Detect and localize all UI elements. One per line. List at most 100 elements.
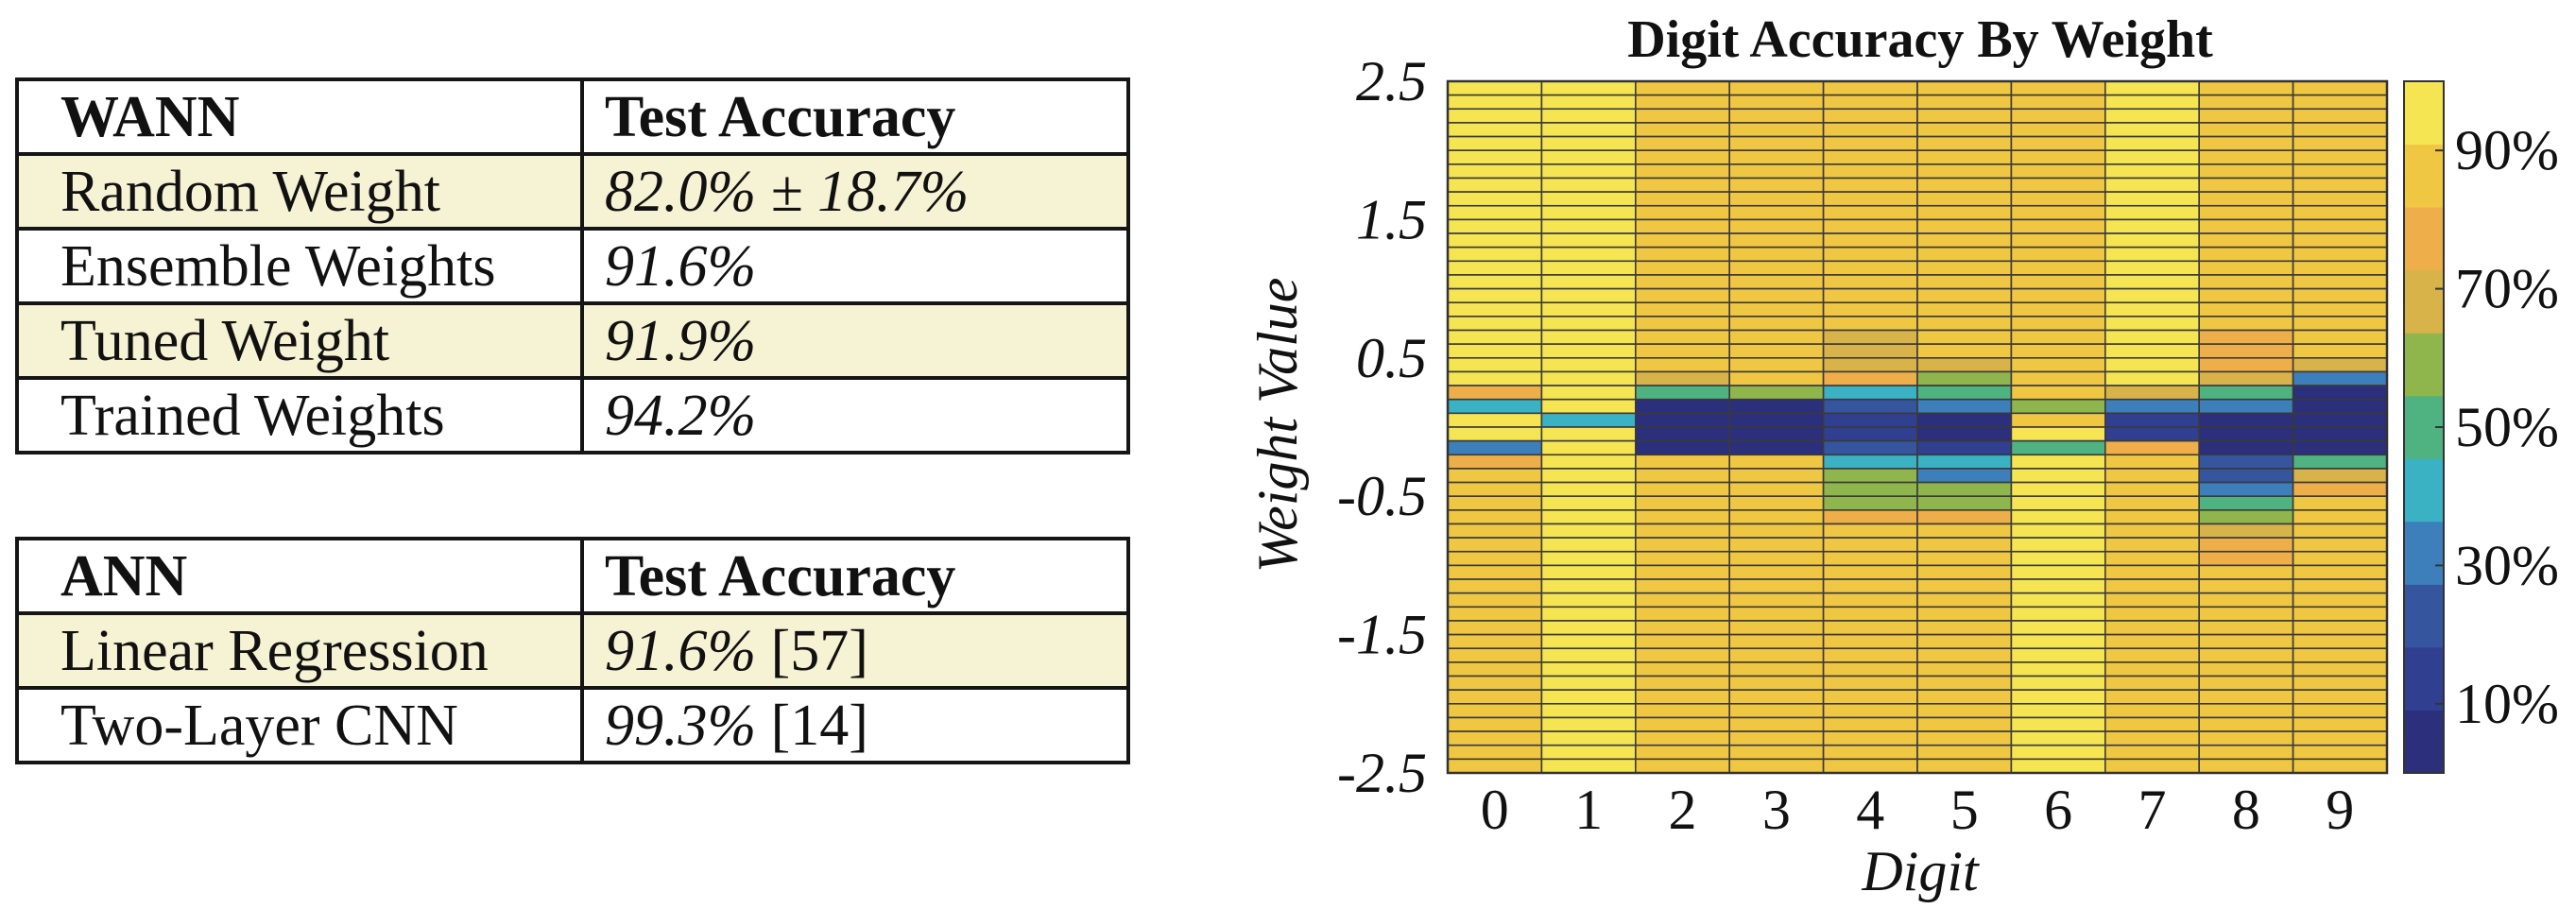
heatmap-cell	[2198, 94, 2294, 111]
heatmap-cell	[1822, 218, 1918, 234]
heatmap-cell	[1634, 509, 1730, 525]
heatmap-cell	[1447, 274, 1543, 290]
heatmap-cell	[2010, 509, 2106, 525]
heatmap-cell	[2104, 426, 2200, 442]
accuracy-cell: 99.3% [14]	[580, 686, 1130, 764]
heatmap-cell	[2292, 191, 2388, 207]
heatmap-cell	[2292, 232, 2388, 249]
heatmap-cell	[2010, 356, 2106, 373]
heatmap-cell	[1447, 94, 1543, 111]
heatmap-cell	[2104, 274, 2200, 290]
header-test-accuracy: Test Accuracy	[580, 77, 1130, 156]
heatmap-cell	[1634, 578, 1730, 594]
heatmap-cell	[2198, 481, 2294, 497]
heatmap-cell	[2010, 537, 2106, 553]
table-header-row: ANN Test Accuracy	[15, 537, 1130, 615]
accuracy-cell: 91.6% [57]	[580, 611, 1130, 690]
heatmap-cell	[2104, 232, 2200, 249]
heatmap-cell	[1540, 370, 1637, 386]
heatmap-cell	[1728, 744, 1825, 761]
heatmap-cell	[1916, 398, 2013, 415]
colorbar-segment	[2404, 458, 2444, 523]
heatmap-cell	[1540, 232, 1637, 249]
heatmap-cell	[1916, 633, 2013, 650]
heatmap-cell	[1540, 412, 1637, 428]
heatmap-cell	[2292, 716, 2388, 732]
heatmap-cell	[1540, 316, 1637, 332]
heatmap-cell	[2198, 412, 2294, 428]
heatmap-cell	[1540, 633, 1637, 650]
heatmap-cell	[1916, 135, 2013, 151]
heatmap-cell	[1540, 661, 1637, 677]
heatmap-cell	[2104, 564, 2200, 580]
heatmap-cell	[1728, 287, 1825, 304]
heatmap-cell	[1634, 163, 1730, 180]
heatmap-cell	[1822, 537, 1918, 553]
heatmap-cell	[2104, 716, 2200, 732]
heatmap-cell	[2292, 135, 2388, 151]
heatmap-cell	[2198, 758, 2294, 774]
x-axis-ticks: 0 1 2 3 4 5 6 7 8 9	[1481, 779, 2355, 841]
heatmap-cell	[1540, 495, 1637, 511]
heatmap-cell	[1822, 246, 1918, 263]
reference-citation: [14]	[756, 693, 868, 758]
heatmap-cell	[2292, 204, 2388, 221]
heatmap-cell	[2010, 385, 2106, 401]
heatmap-cell	[1916, 329, 2013, 345]
heatmap-cell	[2104, 592, 2200, 609]
heatmap-cell	[1447, 246, 1543, 263]
heatmap-cell	[1634, 232, 1730, 249]
heatmap-cell	[2104, 454, 2200, 470]
heatmap-cell	[2104, 287, 2200, 304]
heatmap-cell	[1916, 550, 2013, 567]
heatmap-cell	[1728, 122, 1825, 138]
heatmap-cell	[1728, 537, 1825, 553]
heatmap-cell	[1728, 620, 1825, 636]
heatmap-cell	[1916, 716, 2013, 732]
heatmap-cell	[2010, 550, 2106, 567]
heatmap-cell	[2292, 439, 2388, 456]
heatmap-cell	[2198, 537, 2294, 553]
heatmap-cell	[1540, 163, 1637, 180]
digit-accuracy-heatmap: Digit Accuracy By Weight 0 1 2 3 4 5 6 7 8 9 2.5 1…	[1247, 10, 2559, 902]
heatmap-cell	[1447, 343, 1543, 359]
heatmap-cell	[1728, 550, 1825, 567]
heatmap-cell	[1822, 730, 1918, 746]
heatmap-cell	[2104, 689, 2200, 705]
heatmap-cell	[1540, 578, 1637, 594]
heatmap-cell	[2198, 149, 2294, 165]
heatmap-cell	[2010, 301, 2106, 317]
heatmap-cell	[1634, 468, 1730, 484]
heatmap-cell	[1634, 343, 1730, 359]
heatmap-cell	[2010, 94, 2106, 111]
heatmap-cell	[1822, 398, 1918, 415]
heatmap-cell	[1916, 246, 2013, 263]
heatmap-cell	[2010, 191, 2106, 207]
heatmap-cell	[1540, 509, 1637, 525]
heatmap-cell	[1540, 468, 1637, 484]
heatmap-cell	[2104, 606, 2200, 622]
heatmap-cell	[2104, 550, 2200, 567]
heatmap-cell	[2292, 343, 2388, 359]
heatmap-cell	[1822, 108, 1918, 124]
heatmap-cell	[1447, 370, 1543, 386]
method-cell: Two-Layer CNN	[15, 686, 584, 764]
heatmap-cell	[1822, 661, 1918, 677]
method-cell: Random Weight	[15, 152, 584, 231]
heatmap-cell	[1916, 274, 2013, 290]
heatmap-cell	[1916, 177, 2013, 193]
heatmap-cell	[2104, 578, 2200, 594]
heatmap-cell	[2010, 578, 2106, 594]
heatmap-cell	[2198, 592, 2294, 609]
heatmap-cell	[2010, 163, 2106, 180]
heatmap-cell	[1916, 122, 2013, 138]
heatmap-cell	[1916, 564, 2013, 580]
heatmap-cell	[1540, 108, 1637, 124]
heatmap-cell	[1634, 108, 1730, 124]
heatmap-cell	[2104, 149, 2200, 165]
heatmap-cell	[1634, 122, 1730, 138]
heatmap-cell	[1822, 647, 1918, 663]
heatmap-cell	[1540, 204, 1637, 221]
heatmap-cell	[2292, 329, 2388, 345]
heatmap-cell	[1634, 550, 1730, 567]
